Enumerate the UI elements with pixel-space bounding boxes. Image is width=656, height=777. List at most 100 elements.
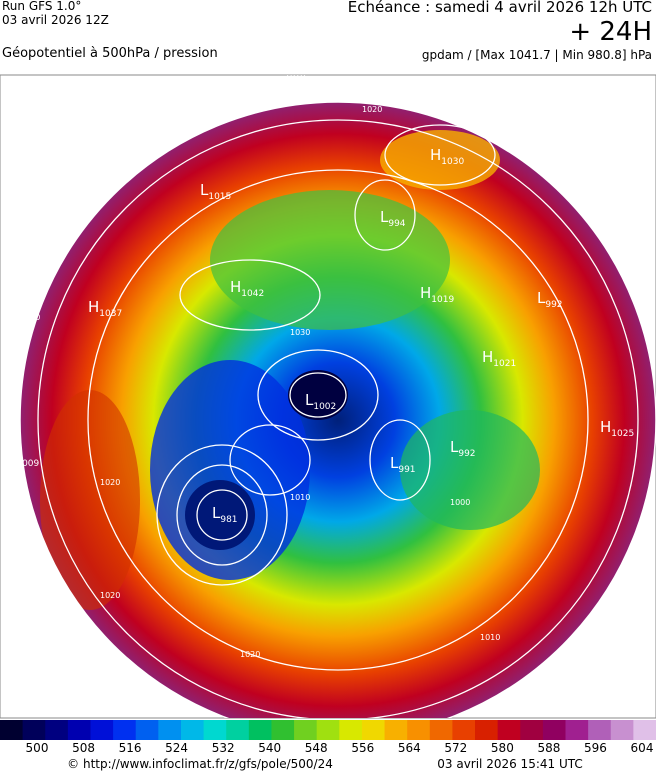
center-letter: L [200,181,209,199]
colorbar-cell [542,720,567,740]
colorbar-label: 572 [444,741,467,755]
colorbar-cell [633,720,656,740]
colorbar-cell [497,720,521,740]
isobar-label: 1010 [285,72,305,81]
isobar-label: 1010 [115,143,135,152]
isobar-label: 1020 [362,105,382,114]
center-letter: H [482,348,493,366]
colorbar-label: 540 [258,741,281,755]
center-pressure: 981 [220,515,237,525]
colorbar: 500 508 516 524 532 540 548 556 564 572 580 588 596 6… [0,720,656,755]
colorbar-cell [610,720,634,740]
center-pressure: 994 [388,219,405,229]
colorbar-cell [0,720,24,740]
colorbar-cell [203,720,227,740]
colorbar-label: 580 [491,741,514,755]
created: 03 avril 2026 15:41 UTC [437,757,583,771]
center-pressure: 992 [545,300,562,310]
center-letter: H [430,146,441,164]
center-pressure: 992 [458,449,475,459]
colorbar-cell [248,720,272,740]
center-pressure: 1037 [99,309,122,319]
valid-time: Echéance : samedi 4 avril 2026 12h UTC [348,0,652,16]
colorbar-label: 564 [398,741,421,755]
colorbar-cell [45,720,69,740]
colorbar-cell [384,720,408,740]
center-pressure: 1019 [431,295,454,305]
colorbar-label: 604 [631,741,654,755]
pressure-center: H1037 [88,298,122,319]
colorbar-cell [452,720,476,740]
colorbar-label: 548 [305,741,328,755]
run: Run GFS 1.0° [2,0,81,13]
colorbar-label: 516 [119,741,142,755]
colorbar-label: 588 [537,741,560,755]
colorbar-cell [271,720,295,740]
center-pressure: 1030 [441,157,464,167]
colorbar-label: 508 [72,741,95,755]
colorbar-label: 556 [351,741,374,755]
pressure-center: H1025 [600,418,634,439]
colorbar-cell [90,720,114,740]
isobars [37,119,639,718]
units: gpdam / [Max 1041.7 | Min 980.8] hPa [422,48,652,62]
center-pressure: 1009 [16,459,39,469]
center-pressure: 1015 [208,192,231,202]
pressure-center: L992 [450,438,476,459]
pressure-center: H1030 [430,146,464,167]
colorbar-cell [22,720,46,740]
pressure-center: L994 [380,208,406,229]
colorbar-cell [294,720,318,740]
colorbar-cell [565,720,589,740]
pressure-center: L1015 [200,181,231,202]
center-letter: L [8,448,17,466]
colorbar-cell [520,720,544,740]
isobar-label: 1020 [240,650,260,659]
field-blobs [37,119,639,718]
pressure-center: H1042 [230,278,264,299]
pressure-center: H1021 [482,348,516,369]
blob [380,130,500,190]
pressure-center: L992 [537,289,563,310]
field: Géopotentiel à 500hPa / pression [2,46,218,61]
center-pressure: 1021 [493,359,516,369]
isobar-label: 1020 [100,591,120,600]
center-letter: L [450,438,459,456]
blob [185,480,255,550]
center-letter: L [380,208,389,226]
center-letter: L [305,391,314,409]
colorbar-label: 500 [26,741,49,755]
run-date: 03 avril 2026 12Z [2,13,109,27]
isobar-label: 1010 [290,493,310,502]
hemisphere-edge [19,101,656,718]
isobar-label: 1010 [480,633,500,642]
pressure-center: L981 [212,504,238,525]
center-pressure: 1025 [611,429,634,439]
blob [288,370,348,420]
colorbar-cell [588,720,612,740]
pressure-center: L1002 [305,391,336,412]
colorbar-cell [180,720,205,740]
blob [210,190,450,330]
isobar-label: 1020 [100,478,120,487]
pressure-center: L991 [390,454,416,475]
isobar-label: 1020 [440,93,460,102]
colorbar-cell [135,720,159,740]
colorbar-cell [226,720,250,740]
lead-time: + 24H [569,17,652,47]
center-letter: L [390,454,399,472]
source-url: © http://www.infoclimat.fr/z/gfs/pole/50… [67,757,333,771]
center-pressure: 1002 [313,402,336,412]
pressure-center: H1019 [420,284,454,305]
center-pressure: 1042 [241,289,264,299]
colorbar-cell [407,720,431,740]
colorbar-cell [361,720,386,740]
colorbar-label: 524 [165,741,188,755]
center-letter: H [600,418,611,436]
colorbar-cell [339,720,363,740]
colorbar-cell [113,720,137,740]
center-letter: H [230,278,241,296]
pressure-center: L1009 [8,448,40,469]
